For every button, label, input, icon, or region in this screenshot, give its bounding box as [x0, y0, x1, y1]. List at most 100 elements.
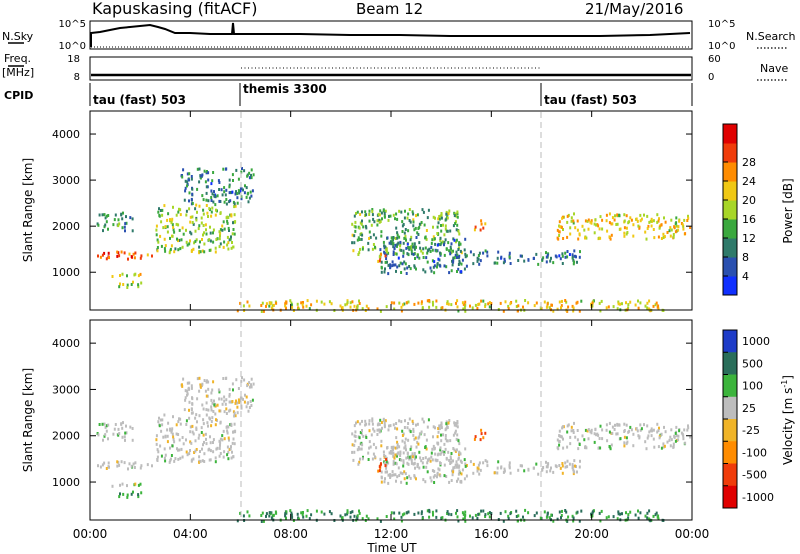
velocity-echo-cell [627, 513, 630, 517]
velocity-echo-cell [225, 398, 228, 402]
power-echo-cell [362, 225, 365, 229]
power-echo-cell [643, 213, 645, 217]
power-echo-cell [412, 252, 415, 256]
power-echo-cell [217, 179, 220, 183]
power-echo-cell [463, 306, 466, 310]
power-echo-cell [234, 204, 237, 208]
velocity-echo-cell [400, 515, 403, 519]
power-echo-cell [579, 250, 581, 254]
velocity-echo-cell [458, 450, 461, 454]
power-echo-cell [454, 253, 457, 257]
power-echo-cell [541, 258, 544, 262]
velocity-echo-cell [117, 433, 120, 437]
power-echo-cell [394, 252, 397, 256]
power-echo-cell [351, 241, 354, 245]
power-echo-cell [188, 178, 191, 182]
velocity-echo-cell [163, 456, 166, 460]
power-echo-cell [228, 191, 231, 195]
power-echo-cell [285, 306, 287, 310]
velocity-echo-cell [359, 457, 361, 461]
velocity-echo-cell [387, 461, 390, 465]
velocity-echo-cell [231, 400, 234, 403]
velocity-echo-cell [411, 455, 414, 459]
power-echo-cell [139, 256, 142, 260]
velocity-echo-cell [572, 429, 575, 432]
power-echo-cell [443, 243, 445, 247]
velocity-echo-cell [465, 474, 468, 478]
power-echo-cell [572, 258, 575, 262]
power-colorbar-label: Power [dB] [781, 178, 795, 243]
power-echo-cell [457, 267, 460, 271]
velocity-echo-cell [508, 461, 511, 465]
velocity-echo-cell [408, 474, 411, 478]
power-echo-cell [105, 220, 108, 224]
velocity-echo-cell [435, 509, 438, 513]
power-echo-cell [122, 283, 125, 286]
velocity-echo-cell [378, 422, 381, 426]
power-echo-cell [590, 302, 593, 306]
velocity-echo-cell [251, 398, 254, 402]
velocity-echo-cell [356, 517, 359, 521]
power-echo-cell [566, 220, 569, 224]
power-echo-cell [403, 236, 406, 240]
power-echo-cell [484, 222, 487, 226]
velocity-echo-cell [413, 437, 416, 441]
velocity-echo-cell [191, 424, 194, 428]
power-echo-cell [367, 307, 370, 311]
power-echo-cell [425, 256, 428, 260]
velocity-echo-cell [625, 436, 628, 440]
power-echo-cell [566, 235, 569, 239]
power-echo-cell [646, 301, 649, 305]
power-echo-cell [375, 236, 378, 240]
velocity-echo-cell [198, 376, 201, 380]
power-echo-cell [456, 253, 459, 257]
velocity-echo-cell [473, 437, 476, 441]
power-echo-cell [543, 300, 546, 304]
power-echo-cell [394, 217, 396, 221]
power-echo-cell [406, 242, 409, 246]
velocity-echo-cell [413, 454, 416, 458]
power-echo-cell [202, 198, 205, 202]
noise-right-tick-low: 10^0 [708, 41, 735, 52]
velocity-echo-cell [619, 512, 621, 516]
power-echo-cell [638, 226, 641, 230]
velocity-echo-cell [403, 446, 406, 450]
power-echo-cell [636, 219, 639, 223]
power-echo-cell [188, 199, 190, 203]
power-echo-cell [457, 248, 460, 251]
velocity-echo-cell [119, 483, 121, 487]
power-echo-cell [234, 220, 236, 224]
power-echo-cell [420, 221, 423, 224]
velocity-echo-cell [118, 432, 121, 435]
velocity-echo-cell [576, 510, 579, 514]
power-echo-cell [226, 243, 229, 247]
velocity-echo-cell [241, 376, 243, 380]
velocity-echo-cell [231, 450, 233, 454]
velocity-echo-cell [365, 514, 368, 518]
power-echo-cell [213, 190, 215, 194]
power-echo-cell [222, 167, 225, 171]
velocity-echo-cell [189, 425, 192, 429]
velocity-echo-cell [155, 442, 158, 446]
power-echo-cell [394, 263, 397, 267]
power-echo-cell [202, 233, 204, 237]
power-echo-cell [548, 306, 551, 310]
power-echo-cell [160, 244, 163, 248]
velocity-echo-cell [387, 473, 390, 477]
velocity-echo-cell [435, 459, 438, 463]
power-echo-cell [192, 247, 195, 251]
velocity-echo-cell [595, 433, 598, 437]
velocity-echo-cell [451, 469, 453, 473]
power-echo-cell [439, 251, 441, 255]
power-echo-cell [209, 231, 212, 235]
power-echo-cell [361, 233, 364, 237]
velocity-echo-cell [508, 465, 511, 469]
frequency-panel: Freq. [MHz] 18 8 60 0 Nave [2, 52, 788, 83]
velocity-echo-cell [389, 473, 392, 477]
velocity-echo-cell [438, 427, 441, 431]
velocity-echo-cell [612, 515, 615, 519]
velocity-echo-cell [204, 389, 207, 393]
power-echo-cell [455, 238, 458, 242]
power-echo-cell [610, 233, 613, 237]
velocity-echo-cell [558, 443, 561, 447]
